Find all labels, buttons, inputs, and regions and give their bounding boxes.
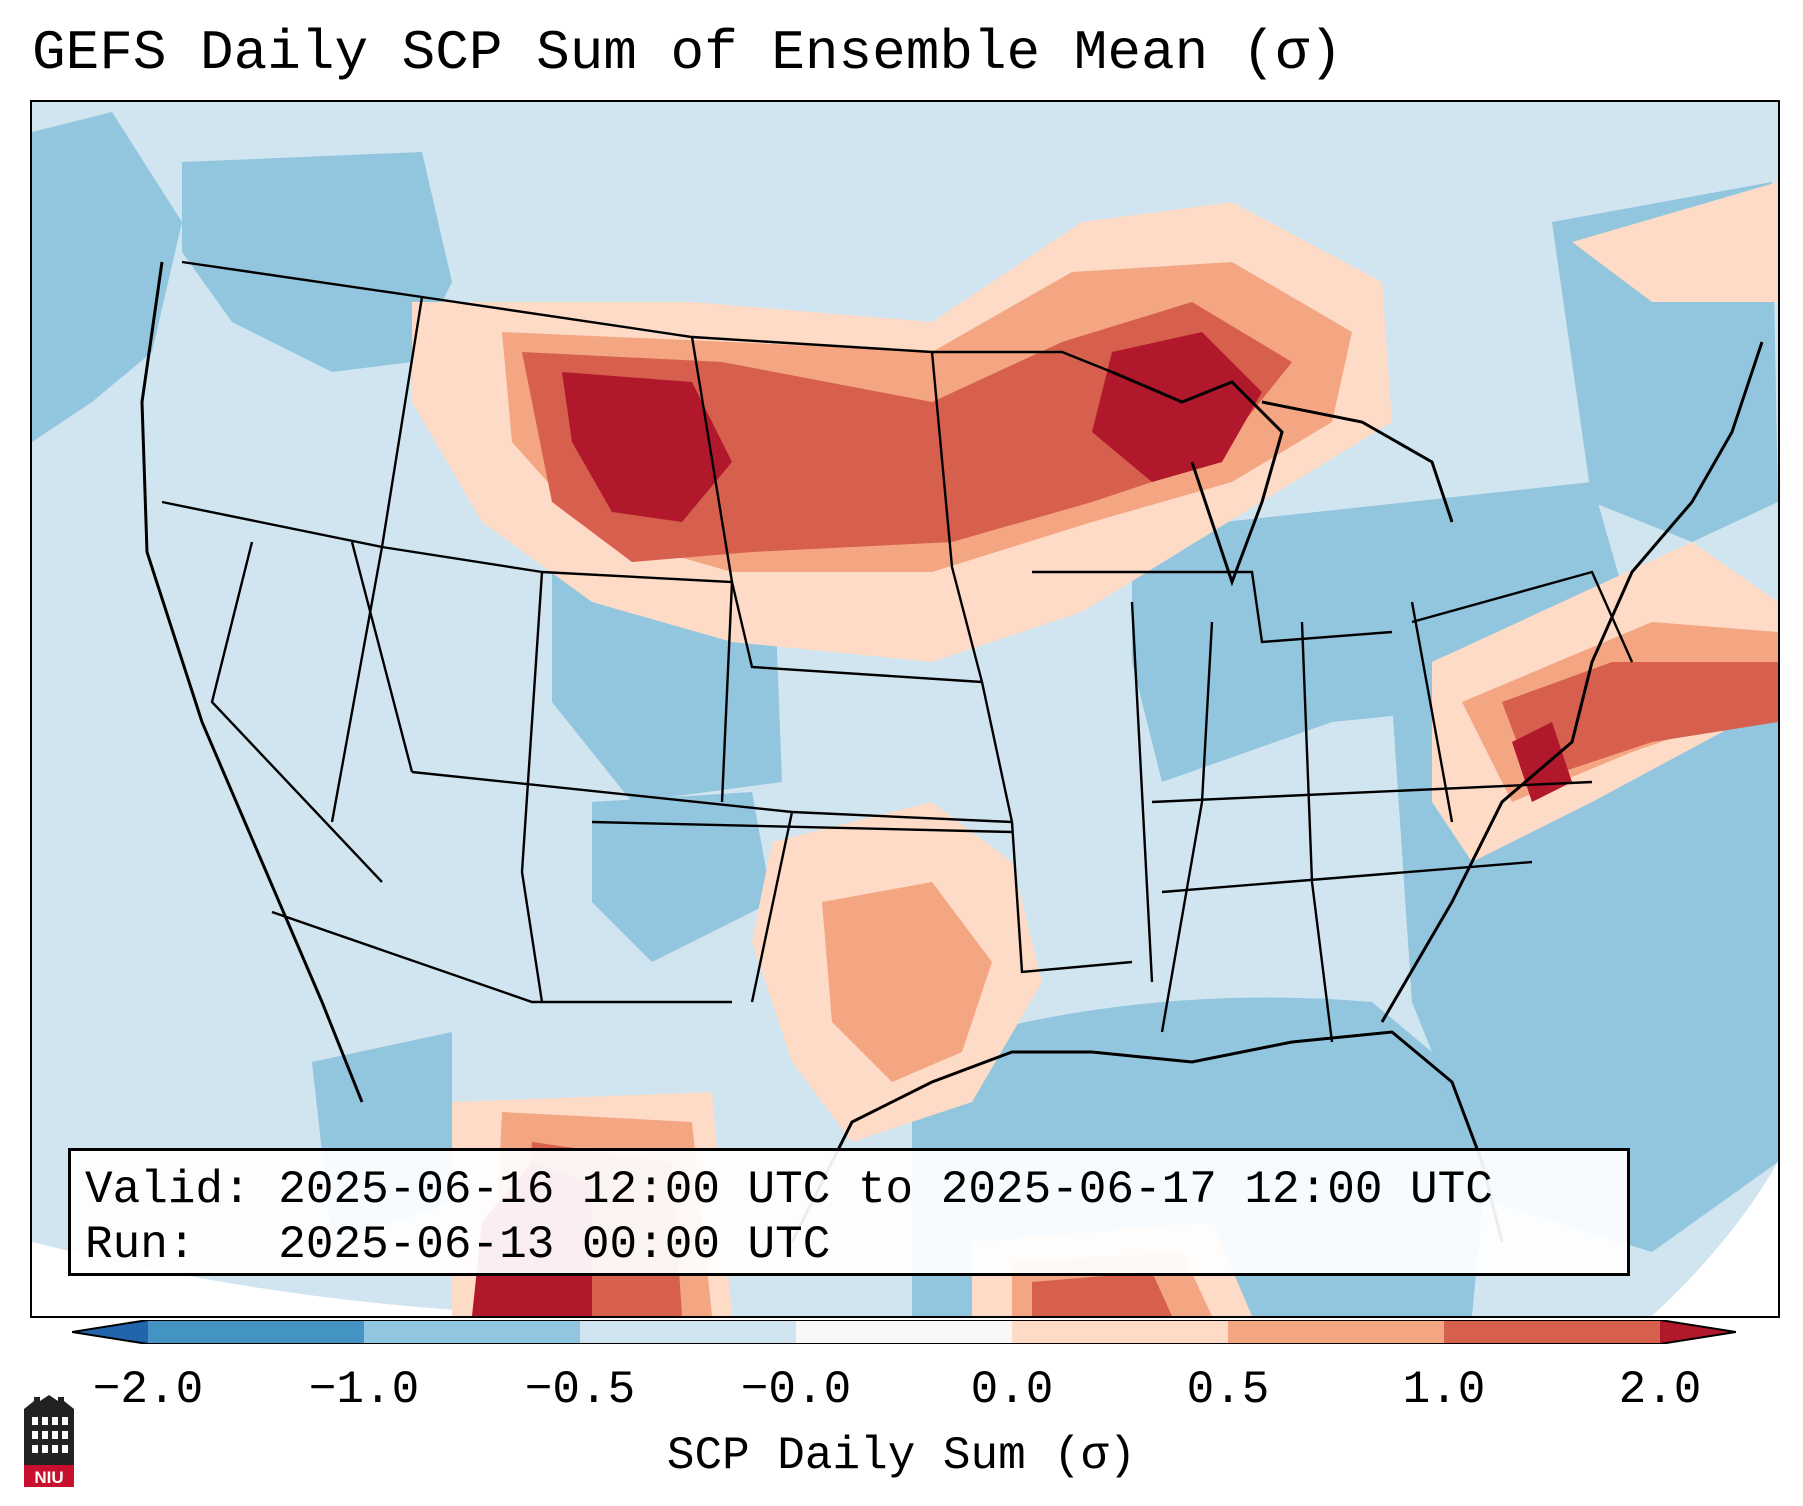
colorbar-bin bbox=[1228, 1320, 1444, 1344]
colorbar-tick-label: 2.0 bbox=[1618, 1364, 1702, 1416]
colorbar-tick-label: −1.0 bbox=[308, 1364, 420, 1416]
colorbar-bin bbox=[580, 1320, 796, 1344]
colorbar-bin bbox=[364, 1320, 580, 1344]
logo-text: NIU bbox=[34, 1468, 63, 1487]
valid-time-range: 2025-06-16 12:00 UTC to 2025-06-17 12:00… bbox=[278, 1164, 1493, 1216]
colorbar-bin bbox=[1444, 1320, 1660, 1344]
coastline bbox=[140, 261, 1764, 1243]
scp-anomaly-map bbox=[32, 102, 1778, 1316]
projection-edge-right bbox=[1652, 1162, 1778, 1316]
page-title: GEFS Daily SCP Sum of Ensemble Mean (σ) bbox=[32, 21, 1343, 85]
colorbar-tick-label: 0.0 bbox=[970, 1364, 1054, 1416]
colorbar-bin bbox=[1012, 1320, 1228, 1344]
colorbar-extend-low bbox=[72, 1320, 148, 1344]
state-boundaries bbox=[161, 260, 1634, 1043]
colorbar-tick-label: −0.5 bbox=[524, 1364, 636, 1416]
colorbar-tick-label: 0.5 bbox=[1186, 1364, 1270, 1416]
run-time: 2025-06-13 00:00 UTC bbox=[278, 1219, 831, 1271]
colorbar-tick-label: −2.0 bbox=[92, 1364, 204, 1416]
colorbar-extend-high bbox=[1660, 1320, 1736, 1344]
map-panel bbox=[30, 100, 1780, 1318]
validity-info-box: Valid: 2025-06-16 12:00 UTC to 2025-06-1… bbox=[68, 1148, 1630, 1276]
projection-edge bbox=[32, 1242, 632, 1316]
colorbar-tick-label: −0.0 bbox=[740, 1364, 852, 1416]
colorbar-tick-label: 1.0 bbox=[1402, 1364, 1486, 1416]
colorbar bbox=[72, 1320, 1736, 1344]
colorbar-title: SCP Daily Sum (σ) bbox=[666, 1430, 1137, 1482]
colorbar-bin bbox=[148, 1320, 364, 1344]
run-label: Run: bbox=[85, 1219, 196, 1271]
colorbar-bin bbox=[796, 1320, 1012, 1344]
niu-logo: NIU bbox=[24, 1395, 74, 1487]
valid-label: Valid: bbox=[85, 1164, 251, 1216]
